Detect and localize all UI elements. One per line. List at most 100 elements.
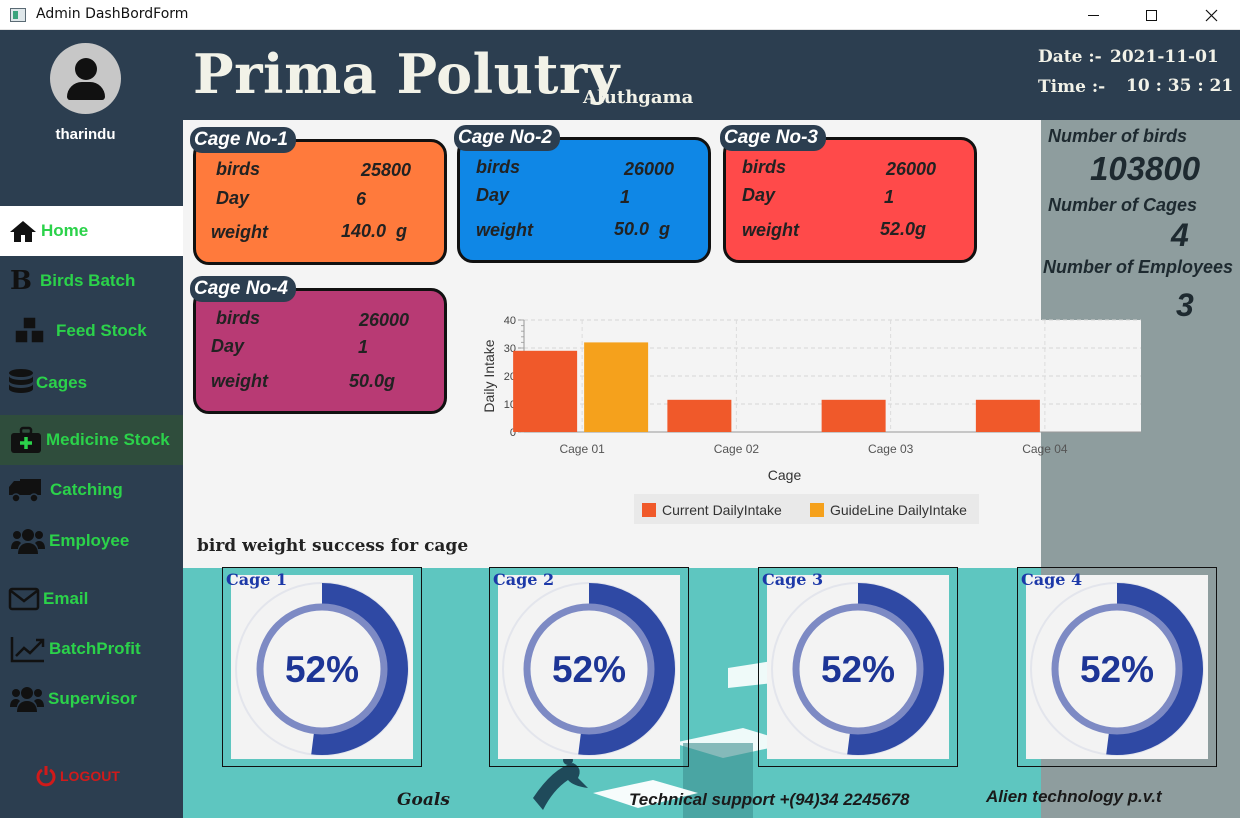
sidebar-item-label: Employee <box>49 531 130 550</box>
logout-label: LOGOUT <box>60 768 120 784</box>
app-window-icon <box>10 8 26 22</box>
sidebar-item-medicine-stock[interactable]: Medicine Stock <box>0 415 183 465</box>
chart-legend: Current DailyIntake GuideLine DailyIntake <box>634 494 979 524</box>
gauge-inner-ring <box>1051 603 1183 735</box>
day-value: 1 <box>884 187 895 207</box>
cage-tag-4: Cage No-4 <box>190 276 296 302</box>
gauge-progress-arc <box>578 583 675 755</box>
bar-guideline <box>584 342 649 432</box>
gauge-value: 52% <box>285 649 359 690</box>
birds-label: birds <box>216 159 261 179</box>
gauge-value: 52% <box>821 649 895 690</box>
legend-swatch <box>642 503 656 517</box>
x-tick-label: Cage 03 <box>868 442 914 456</box>
employees-count-label: Number of Employees <box>1043 257 1234 277</box>
sidebar-item-cages[interactable]: Cages <box>0 358 183 408</box>
gauge-label: Cage 1 <box>226 570 288 589</box>
birds-value: 26000 <box>886 159 937 179</box>
sidebar-item-label: Birds Batch <box>39 271 136 290</box>
gauge-ring: 52% <box>1030 582 1204 756</box>
gauge-cage-4: 52% Cage 4 <box>1017 567 1217 767</box>
sidebar-item-label: Supervisor <box>48 689 137 708</box>
sidebar-item-home[interactable]: Home <box>0 206 183 256</box>
maximize-icon <box>1145 9 1157 21</box>
gauge-progress-arc <box>1106 583 1203 755</box>
sidebar-item-label: Email <box>43 589 89 608</box>
close-icon <box>1205 9 1217 21</box>
employees-count-value: 3 <box>1176 287 1194 323</box>
cage-card-3[interactable]: birds 26000 Day 1 weight 52.0g <box>723 137 977 263</box>
day-value: 1 <box>358 337 369 357</box>
weight-value: 50.0 g <box>614 219 671 239</box>
y-tick-label: 10 <box>504 399 516 411</box>
maximize-button[interactable] <box>1128 0 1174 30</box>
gauge-progress-arc <box>847 583 944 755</box>
gauge-cage-3: 52% Cage 3 <box>758 567 958 767</box>
y-tick-label: 20 <box>504 371 516 383</box>
cage-card-2[interactable]: birds 26000 Day 1 weight 50.0 g <box>457 137 711 263</box>
bar-current <box>667 399 732 432</box>
sidebar: tharindu Home B Birds Batch Feed Stock <box>0 30 183 818</box>
app-header <box>0 30 1240 120</box>
window-title: Admin DashBordForm <box>36 6 189 22</box>
goals-illustration <box>533 653 823 818</box>
sidebar-item-label: Cages <box>36 373 88 392</box>
gauge-value: 52% <box>552 649 626 690</box>
home-icon <box>9 219 37 243</box>
users-icon <box>10 685 44 713</box>
legend-box <box>634 494 979 524</box>
weight-value: 52.0g <box>880 219 927 239</box>
medkit-icon <box>10 426 42 454</box>
y-tick-label: 0 <box>510 427 516 439</box>
sidebar-item-email[interactable]: Email <box>0 574 183 624</box>
legend-label: Current DailyIntake <box>662 502 782 518</box>
birds-value: 26000 <box>359 310 410 330</box>
logout-button[interactable]: LOGOUT <box>35 765 120 787</box>
date-value: 2021-11-01 <box>1110 47 1219 67</box>
birds-label: birds <box>476 157 521 177</box>
y-tick-label: 40 <box>504 315 516 327</box>
gauge-label: Cage 3 <box>762 570 824 589</box>
gauge-ring: 52% <box>235 582 409 756</box>
daily-intake-chart: 0 10 20 30 40 Cage 01 Cage 02 Cage 03 Cage 04 Cag… <box>476 306 1146 536</box>
sidebar-item-label: Home <box>41 221 89 240</box>
gauge-cage-1: 52% Cage 1 <box>222 567 422 767</box>
minimize-button[interactable] <box>1070 0 1116 30</box>
minimize-icon <box>1087 14 1099 16</box>
power-icon <box>35 765 57 787</box>
cubes-icon <box>12 316 48 346</box>
chart-line-icon <box>10 635 46 663</box>
day-label: Day <box>742 185 776 205</box>
legend-label: GuideLine DailyIntake <box>830 502 967 518</box>
sidebar-item-birds-batch[interactable]: B Birds Batch <box>0 256 183 306</box>
sidebar-item-catching[interactable]: Catching <box>0 465 183 515</box>
user-body-icon <box>67 82 105 100</box>
weight-label: weight <box>742 220 799 240</box>
y-tick-label: 30 <box>504 343 516 355</box>
sidebar-item-feed-stock[interactable]: Feed Stock <box>0 306 183 356</box>
birds-label: birds <box>742 157 787 177</box>
x-tick-label: Cage 02 <box>714 442 760 456</box>
sidebar-item-supervisor[interactable]: Supervisor <box>0 674 183 724</box>
b-letter-icon: B <box>10 266 32 296</box>
sidebar-item-label: Medicine Stock <box>46 430 170 449</box>
close-button[interactable] <box>1188 0 1234 30</box>
gauge-label: Cage 2 <box>493 570 555 589</box>
cage-card-1[interactable]: birds 25800 Day 6 weight 140.0 g <box>193 139 447 265</box>
y-axis-label: Daily Intake <box>481 339 497 412</box>
birds-label: birds <box>216 308 261 328</box>
cages-count-label: Number of Cages <box>1048 195 1198 215</box>
sidebar-item-employee[interactable]: Employee <box>0 516 183 566</box>
username: tharindu <box>55 126 116 143</box>
avatar[interactable] <box>50 43 121 114</box>
day-label: Day <box>216 188 250 208</box>
user-head-icon <box>75 58 97 80</box>
envelope-icon <box>8 587 40 611</box>
gauge-inner-ring <box>523 603 655 735</box>
bar-current <box>821 399 886 432</box>
x-tick-label: Cage 04 <box>1022 442 1068 456</box>
cage-card-4[interactable]: birds 26000 Day 1 weight 50.0g <box>193 288 447 414</box>
sidebar-item-batchprofit[interactable]: BatchProfit <box>0 624 183 674</box>
window-titlebar: Admin DashBordForm <box>0 0 1240 30</box>
gauge-progress-arc <box>311 583 408 755</box>
